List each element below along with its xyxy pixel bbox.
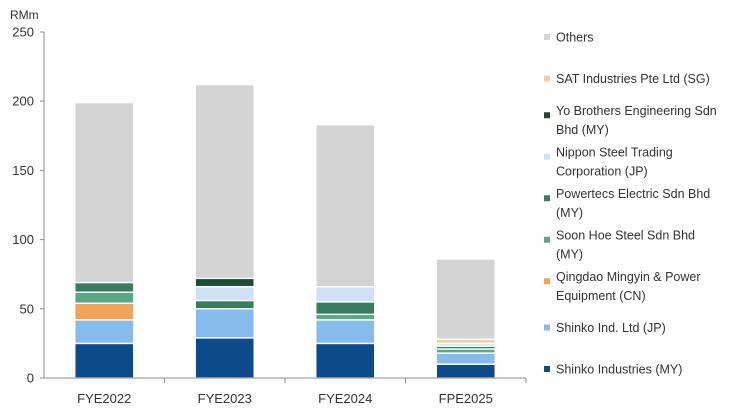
y-tick-label: 50 [20,301,34,316]
bar-segment [315,319,376,345]
legend-label: Qingdao Mingyin & Power Equipment (CN) [556,270,701,303]
y-tick-label: 250 [12,25,34,40]
legend-swatch [544,75,550,82]
legend-label: Soon Hoe Steel Sdn Bhd (MY) [556,229,695,262]
x-tick-label: FYE2022 [77,391,131,406]
bar-segment [74,319,135,345]
y-tick-label: 150 [12,163,34,178]
x-tick-label: FYE2023 [198,391,252,406]
legend-swatch [544,278,550,285]
legend-swatch [544,366,550,372]
legend-swatch [544,236,550,243]
bar-segment [74,291,135,304]
y-axis-unit-label: RMm [10,8,39,22]
x-axis-ticks: FYE2022 FYE2023 FYE2024 FPE2025 [77,378,527,406]
legend-swatch [544,112,550,119]
legend-swatch [544,153,550,160]
y-axis-ticks: 0 50 100 150 200 250 [12,25,44,386]
y-tick-label: 100 [12,232,34,247]
bar-segment [194,337,255,379]
bar-segment [194,277,255,288]
x-tick-label: FYE2024 [318,391,372,406]
legend-swatch [544,195,550,202]
bar-segment [315,342,376,379]
bar-segment [435,258,496,340]
y-tick-label: 200 [12,94,34,109]
legend-label: SAT Industries Pte Ltd (SG) [556,72,710,86]
bar-segment [435,363,496,379]
bars-layer [74,83,496,379]
legend-label: Shinko Ind. Ltd (JP) [556,321,666,335]
legend-label: Shinko Industries (MY) [556,363,682,377]
bar-segment [74,302,135,321]
legend-swatch [544,34,550,40]
bar-segment [435,352,496,365]
bar-segment [315,301,376,316]
bar-segment [194,285,255,302]
bar-segment [74,342,135,379]
bar-segment [194,308,255,339]
legend-swatch [544,324,550,331]
bar-segment [194,83,255,280]
legend-label: Yo Brothers Engineering Sdn Bhd (MY) [556,104,717,137]
bar-segment [315,285,376,303]
legend-label: Nippon Steel Trading Corporation (JP) [556,146,673,179]
bar-segment [194,299,255,310]
legend: Others SAT Industries Pte Ltd (SG) Yo Brot… [544,31,717,377]
bar-segment [315,124,376,288]
bar-segment [74,281,135,293]
bar-segment [315,313,376,321]
x-tick-label: FPE2025 [439,391,493,406]
y-tick-label: 0 [27,371,34,386]
legend-label: Powertecs Electric Sdn Bhd (MY) [556,187,710,220]
bar-segment [74,101,135,284]
legend-label: Others [556,31,594,45]
